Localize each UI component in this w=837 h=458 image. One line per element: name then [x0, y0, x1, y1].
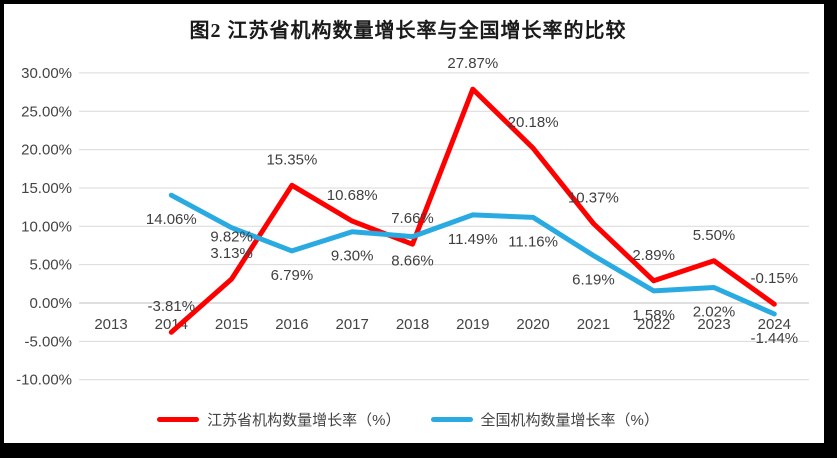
data-label: 9.30% [331, 248, 374, 265]
x-axis-category-label: 2013 [94, 316, 127, 333]
chart-panel [4, 4, 824, 443]
y-axis-tick-label: 20.00% [21, 142, 72, 159]
data-label: 27.87% [447, 55, 498, 72]
y-axis-tick-label: 5.00% [29, 257, 72, 274]
data-label: 1.58% [632, 307, 675, 324]
legend-label-national: 全国机构数量增长率（%） [480, 411, 659, 429]
y-axis-tick-label: 10.00% [21, 218, 72, 235]
legend-item-national: 全国机构数量增长率（%） [430, 409, 659, 430]
data-label: 10.37% [568, 189, 619, 206]
x-axis-category-label: 2014 [155, 316, 188, 333]
data-label: -1.44% [751, 330, 799, 347]
x-axis-category-label: 2016 [275, 316, 308, 333]
data-label: 14.06% [146, 211, 197, 228]
y-axis-tick-label: 25.00% [21, 103, 72, 120]
x-axis-category-label: 2017 [336, 316, 369, 333]
y-axis-tick-label: 0.00% [29, 295, 72, 312]
x-axis-category-label: 2022 [637, 316, 670, 333]
chart-legend: 江苏省机构数量增长率（%） 全国机构数量增长率（%） [4, 406, 812, 432]
y-axis-tick-label: -10.00% [16, 372, 72, 389]
data-label: 8.66% [391, 253, 434, 270]
jiangsu-line-swatch-icon [157, 416, 200, 422]
legend-item-jiangsu: 江苏省机构数量增长率（%） [157, 409, 401, 430]
data-label: 6.19% [572, 272, 615, 289]
data-label: 9.82% [210, 229, 253, 246]
x-axis-category-label: 2024 [758, 316, 791, 333]
x-axis-category-label: 2023 [697, 316, 730, 333]
data-label: 11.16% [508, 233, 558, 250]
data-label: 20.18% [508, 114, 559, 131]
data-label: 10.68% [327, 187, 378, 204]
data-label: 3.13% [210, 245, 253, 262]
data-label: -0.15% [751, 270, 799, 287]
chart-title: 图2 江苏省机构数量增长率与全国增长率的比较 [189, 20, 627, 42]
x-axis-category-label: 2020 [516, 316, 549, 333]
data-label: -3.81% [148, 298, 196, 315]
x-axis-category-label: 2015 [215, 316, 248, 333]
x-axis-category-label: 2021 [577, 316, 610, 333]
data-label: 2.02% [693, 304, 736, 321]
data-label: 7.66% [391, 210, 434, 227]
y-axis-tick-label: -5.00% [24, 333, 72, 350]
data-label: 6.79% [271, 267, 314, 284]
data-label: 15.35% [266, 151, 317, 168]
y-axis-tick-label: 15.00% [21, 180, 72, 197]
data-label: 2.89% [632, 247, 675, 264]
x-axis-category-label: 2018 [396, 316, 429, 333]
national-line-swatch-icon [430, 416, 473, 422]
y-axis-tick-label: 30.00% [21, 65, 72, 82]
data-label: 5.50% [693, 227, 736, 244]
series-line-national [168, 192, 777, 317]
x-axis-category-label: 2019 [456, 316, 489, 333]
data-label: 11.49% [448, 231, 498, 248]
legend-label-jiangsu: 江苏省机构数量增长率（%） [207, 411, 401, 429]
series-line-jiangsu [168, 86, 777, 335]
